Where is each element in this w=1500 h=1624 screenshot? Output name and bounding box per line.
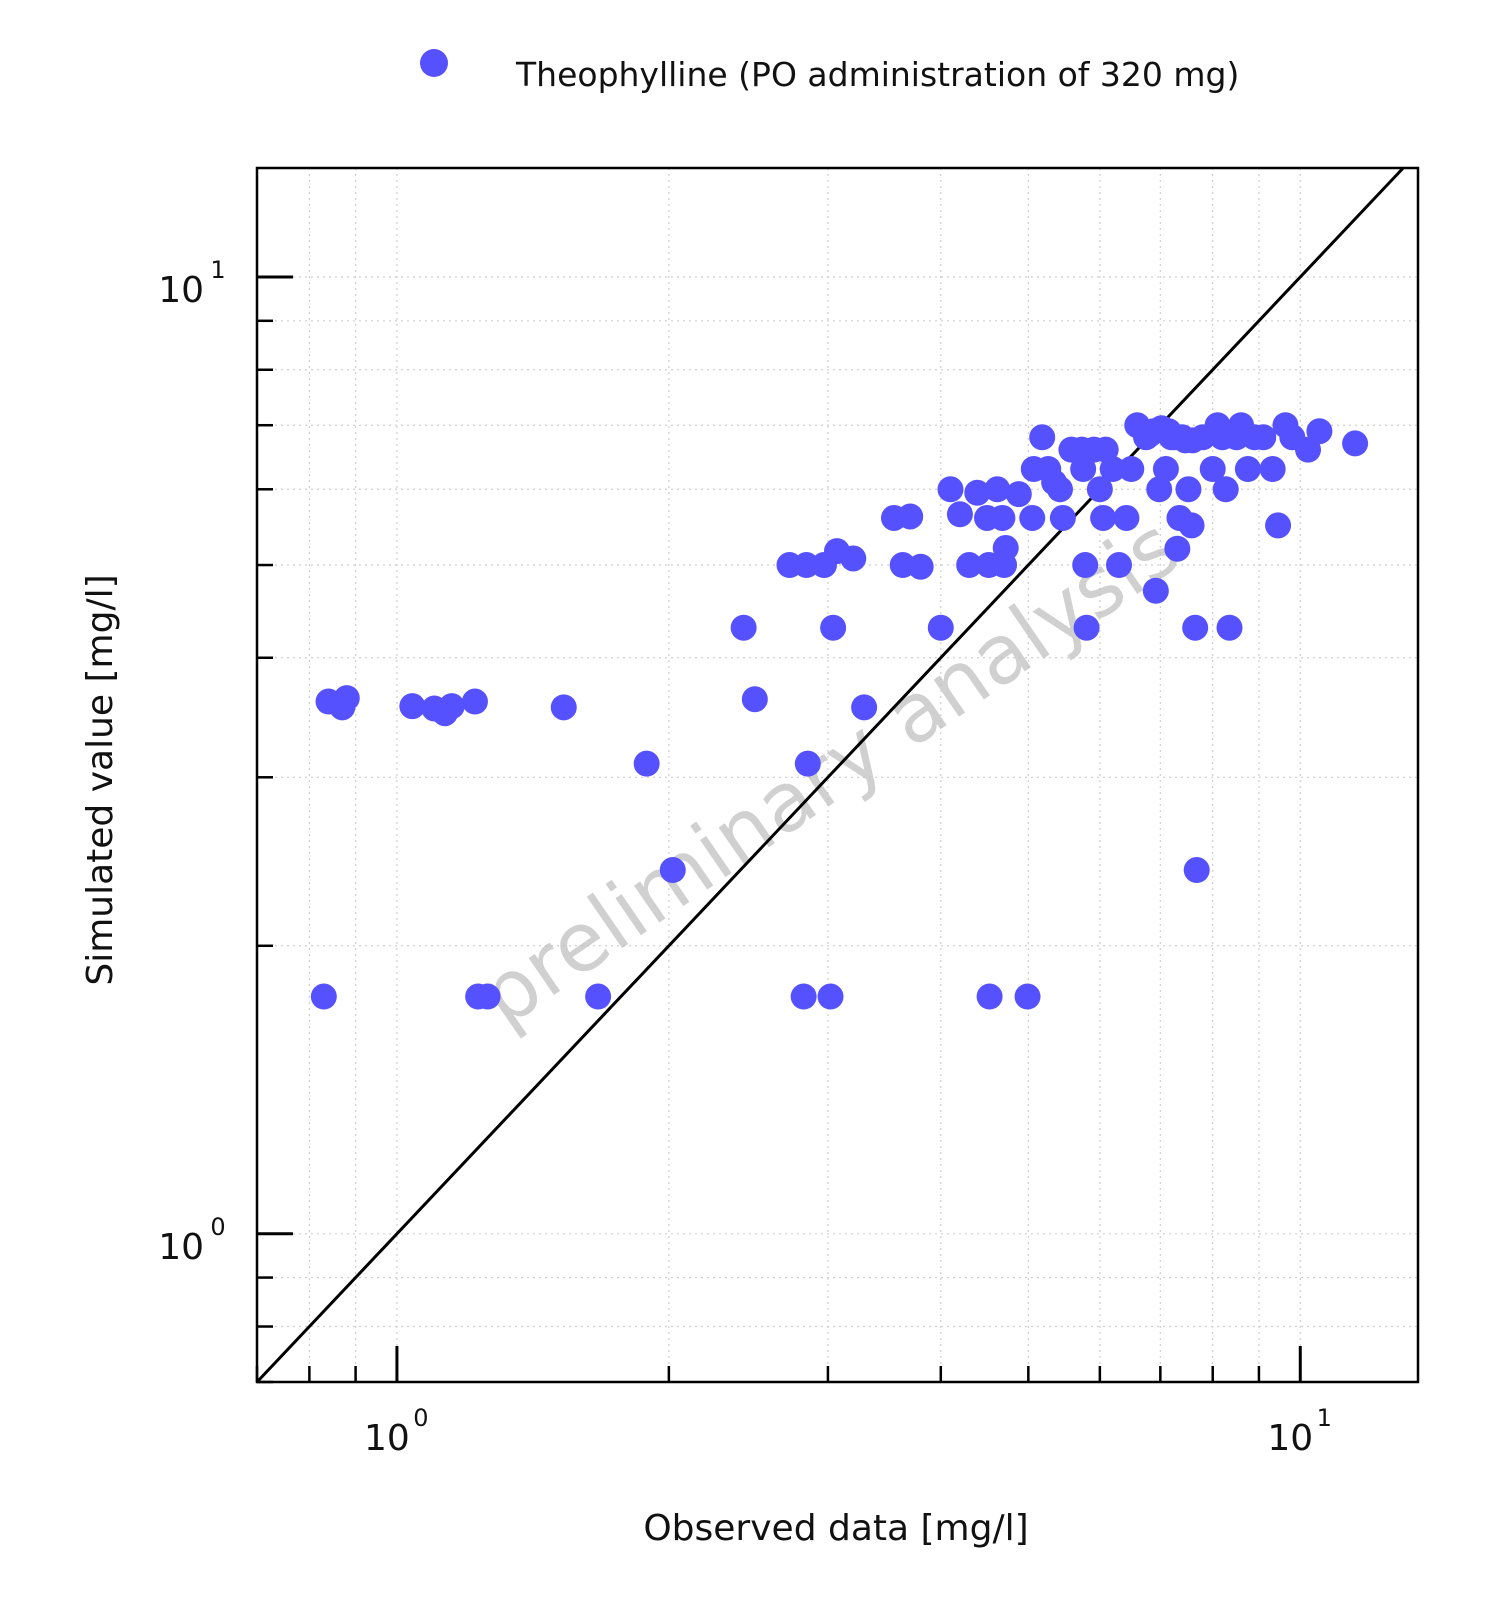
legend: Theophylline (PO administration of 320 m… (420, 49, 1239, 94)
x-axis-title: Observed data [mg/l] (643, 1508, 1028, 1549)
data-point (1113, 504, 1140, 531)
y-tick-label: 10 (158, 270, 204, 311)
data-point (741, 686, 768, 713)
x-tick-label: 10 (364, 1418, 410, 1459)
data-point (1182, 614, 1209, 641)
data-point (956, 552, 983, 579)
data-point (1146, 476, 1173, 503)
data-point (399, 693, 426, 720)
data-point (333, 685, 360, 712)
legend-label: Theophylline (PO administration of 320 m… (515, 55, 1239, 94)
data-point (438, 693, 465, 720)
data-point (1259, 456, 1286, 483)
watermark-text: preliminary analysis (462, 499, 1196, 1045)
data-point (1164, 535, 1191, 562)
data-point (730, 614, 757, 641)
data-point (1005, 481, 1032, 508)
data-point (1216, 614, 1243, 641)
data-point (1073, 614, 1100, 641)
y-tick-exponent: 0 (210, 1213, 225, 1241)
data-point (984, 476, 1011, 503)
data-point (1099, 456, 1126, 483)
data-point (897, 503, 924, 530)
data-point (1152, 456, 1179, 483)
data-point (1183, 857, 1210, 884)
x-tick-exponent: 1 (1317, 1404, 1332, 1432)
data-point (1175, 476, 1202, 503)
data-point (1086, 476, 1113, 503)
data-point (927, 614, 954, 641)
data-point (1014, 983, 1041, 1010)
data-point (633, 750, 660, 777)
data-point (964, 479, 991, 506)
x-tick-label: 10 (1267, 1418, 1313, 1459)
data-point (461, 688, 488, 715)
identity-line (255, 166, 1405, 1384)
data-point (794, 750, 821, 777)
data-point (1178, 512, 1205, 539)
data-point (1250, 424, 1277, 451)
tick-labels: 10 0 10 110 010 1 (158, 256, 1332, 1459)
data-point (1029, 424, 1056, 451)
data-point (1118, 456, 1145, 483)
data-point (1106, 552, 1133, 579)
data-point (817, 983, 844, 1010)
data-point (976, 983, 1003, 1010)
data-point (1090, 504, 1117, 531)
data-point (550, 694, 577, 721)
data-point (790, 983, 817, 1010)
data-point (840, 545, 867, 572)
data-point (1306, 418, 1333, 445)
data-point (659, 857, 686, 884)
x-tick-exponent: 0 (413, 1404, 428, 1432)
data-point (1199, 456, 1226, 483)
data-point (1342, 430, 1369, 457)
data-point (1212, 476, 1239, 503)
data-point (820, 614, 847, 641)
data-point (907, 553, 934, 580)
data-point (310, 983, 337, 1010)
y-axis-title: Simulated value [mg/l] (80, 574, 121, 985)
data-points (310, 412, 1369, 1010)
data-point (1234, 456, 1261, 483)
data-point (946, 501, 973, 528)
data-point (1019, 504, 1046, 531)
legend-marker (420, 49, 448, 77)
data-point (1049, 504, 1076, 531)
y-tick-exponent: 1 (210, 256, 225, 284)
data-point (1070, 456, 1097, 483)
data-point (1072, 552, 1099, 579)
data-point (992, 534, 1019, 561)
data-point (1265, 512, 1292, 539)
data-point (474, 983, 501, 1010)
data-point (1046, 476, 1073, 503)
data-point (585, 983, 612, 1010)
data-point (1142, 577, 1169, 604)
data-point (989, 504, 1016, 531)
data-point (851, 694, 878, 721)
y-tick-label: 10 (158, 1227, 204, 1268)
axis-ticks (255, 275, 1302, 1384)
data-point (937, 476, 964, 503)
plot-frame (255, 166, 1420, 1384)
